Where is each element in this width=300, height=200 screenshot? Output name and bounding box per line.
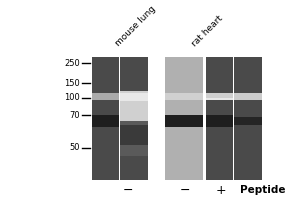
Text: Peptide: Peptide — [240, 185, 286, 195]
Text: 250: 250 — [64, 58, 80, 68]
Bar — [120, 93, 148, 101]
Text: +: + — [216, 184, 226, 196]
Bar — [120, 57, 148, 180]
Bar — [165, 115, 203, 127]
Text: −: − — [180, 184, 190, 196]
Bar — [206, 115, 233, 127]
Text: 150: 150 — [64, 78, 80, 88]
Bar — [120, 125, 148, 145]
Text: 50: 50 — [70, 144, 80, 152]
Text: −: − — [123, 184, 133, 196]
Bar — [120, 91, 148, 121]
Bar — [92, 115, 119, 127]
Bar — [206, 93, 233, 100]
Text: mouse lung: mouse lung — [114, 4, 158, 48]
Bar — [92, 93, 119, 100]
Bar — [120, 121, 148, 156]
Bar — [206, 93, 233, 98]
Bar — [165, 93, 203, 100]
Bar — [234, 57, 262, 180]
Bar — [234, 93, 262, 100]
Bar — [165, 57, 203, 180]
Text: rat heart: rat heart — [190, 13, 224, 48]
Bar — [234, 117, 262, 125]
Bar — [92, 57, 119, 180]
Text: 100: 100 — [64, 94, 80, 102]
Bar — [206, 57, 233, 180]
Text: 70: 70 — [69, 110, 80, 119]
